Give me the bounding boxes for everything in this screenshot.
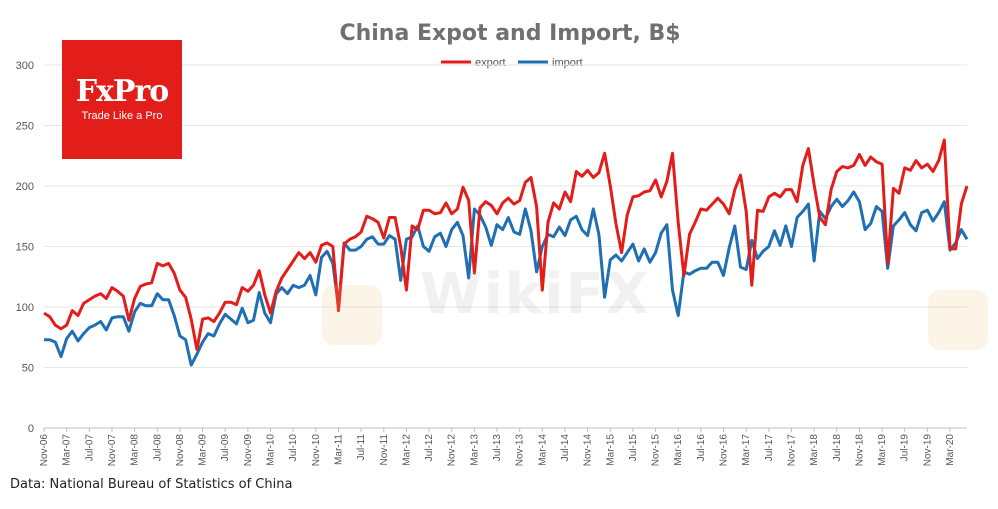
x-tick-label: Jul-13 (492, 434, 503, 462)
y-tick-label: 0 (28, 423, 34, 435)
x-tick-label: Mar-16 (673, 434, 684, 466)
x-tick-label: Jul-11 (356, 434, 367, 461)
x-tick-label: Nov-19 (922, 434, 933, 467)
data-source-note: Data: National Bureau of Statistics of C… (10, 477, 293, 492)
series-lines (43, 138, 969, 367)
x-tick-label: Nov-16 (719, 434, 730, 467)
watermark-badge (928, 290, 988, 350)
x-tick-label: Nov-14 (583, 434, 594, 467)
series-line-export (43, 138, 969, 351)
fxpro-logo: FxPro Trade Like a Pro (62, 40, 182, 159)
x-tick-label: Mar-20 (945, 434, 956, 466)
watermark-badge (322, 285, 382, 345)
legend: export import (441, 57, 583, 69)
x-tick-label: Nov-15 (651, 434, 662, 467)
watermark-text: WikiFX (420, 262, 651, 327)
x-tick-label: Nov-09 (243, 434, 254, 467)
x-tick-label: Mar-13 (469, 434, 480, 466)
x-tick-label: Nov-07 (107, 434, 118, 467)
x-tick-label: Nov-06 (39, 434, 50, 467)
series-line-import (44, 190, 969, 367)
x-tick-label: Jul-09 (220, 434, 231, 462)
y-tick-label: 50 (22, 363, 34, 375)
x-tick-label: Jul-18 (832, 434, 843, 462)
x-tick-label: Nov-17 (786, 434, 797, 467)
x-tick-label: Jul-19 (900, 434, 911, 462)
x-tick-label: Jul-07 (84, 434, 95, 462)
x-tick-label: Mar-11 (333, 434, 344, 465)
chart-title: China Expot and Import, B$ (339, 21, 680, 46)
x-tick-label: Mar-12 (401, 434, 412, 466)
y-tick-label: 200 (16, 181, 34, 193)
legend-import-label: import (552, 57, 583, 69)
y-tick-label: 300 (16, 60, 34, 72)
y-tick-label: 250 (16, 121, 34, 133)
x-tick-label: Jul-08 (152, 434, 163, 462)
x-axis: Nov-06 Mar-07 Jul-07 Nov-07 Mar-08 Jul-08 Nov-… (39, 428, 956, 466)
x-tick-label: Jul-16 (696, 434, 707, 462)
x-tick-label: Nov-11 (379, 434, 390, 466)
x-tick-label: Mar-14 (537, 434, 548, 466)
x-tick-label: Jul-14 (560, 434, 571, 462)
x-tick-label: Mar-18 (809, 434, 820, 466)
x-tick-label: Mar-07 (62, 434, 73, 466)
logo-tagline: Trade Like a Pro (81, 110, 163, 122)
legend-export-label: export (475, 57, 506, 69)
x-tick-label: Jul-17 (764, 434, 775, 462)
x-tick-label: Mar-09 (198, 434, 209, 466)
y-tick-label: 150 (16, 242, 34, 254)
x-tick-label: Nov-10 (311, 434, 322, 467)
y-tick-label: 100 (16, 302, 34, 314)
x-tick-label: Mar-10 (266, 434, 277, 466)
x-tick-label: Mar-15 (605, 434, 616, 466)
x-tick-label: Nov-13 (515, 434, 526, 467)
x-tick-label: Mar-08 (130, 434, 141, 466)
x-tick-label: Mar-17 (741, 434, 752, 466)
x-tick-label: Jul-10 (288, 434, 299, 462)
x-tick-label: Nov-08 (175, 434, 186, 467)
x-tick-label: Mar-19 (877, 434, 888, 466)
x-tick-label: Jul-15 (628, 434, 639, 462)
y-axis: 0 50 100 150 200 250 300 (16, 60, 34, 435)
x-tick-label: Nov-18 (854, 434, 865, 467)
x-tick-label: Nov-12 (447, 434, 458, 467)
gridlines (44, 64, 967, 429)
x-tick-label: Jul-12 (424, 434, 435, 462)
logo-name: FxPro (75, 74, 170, 109)
